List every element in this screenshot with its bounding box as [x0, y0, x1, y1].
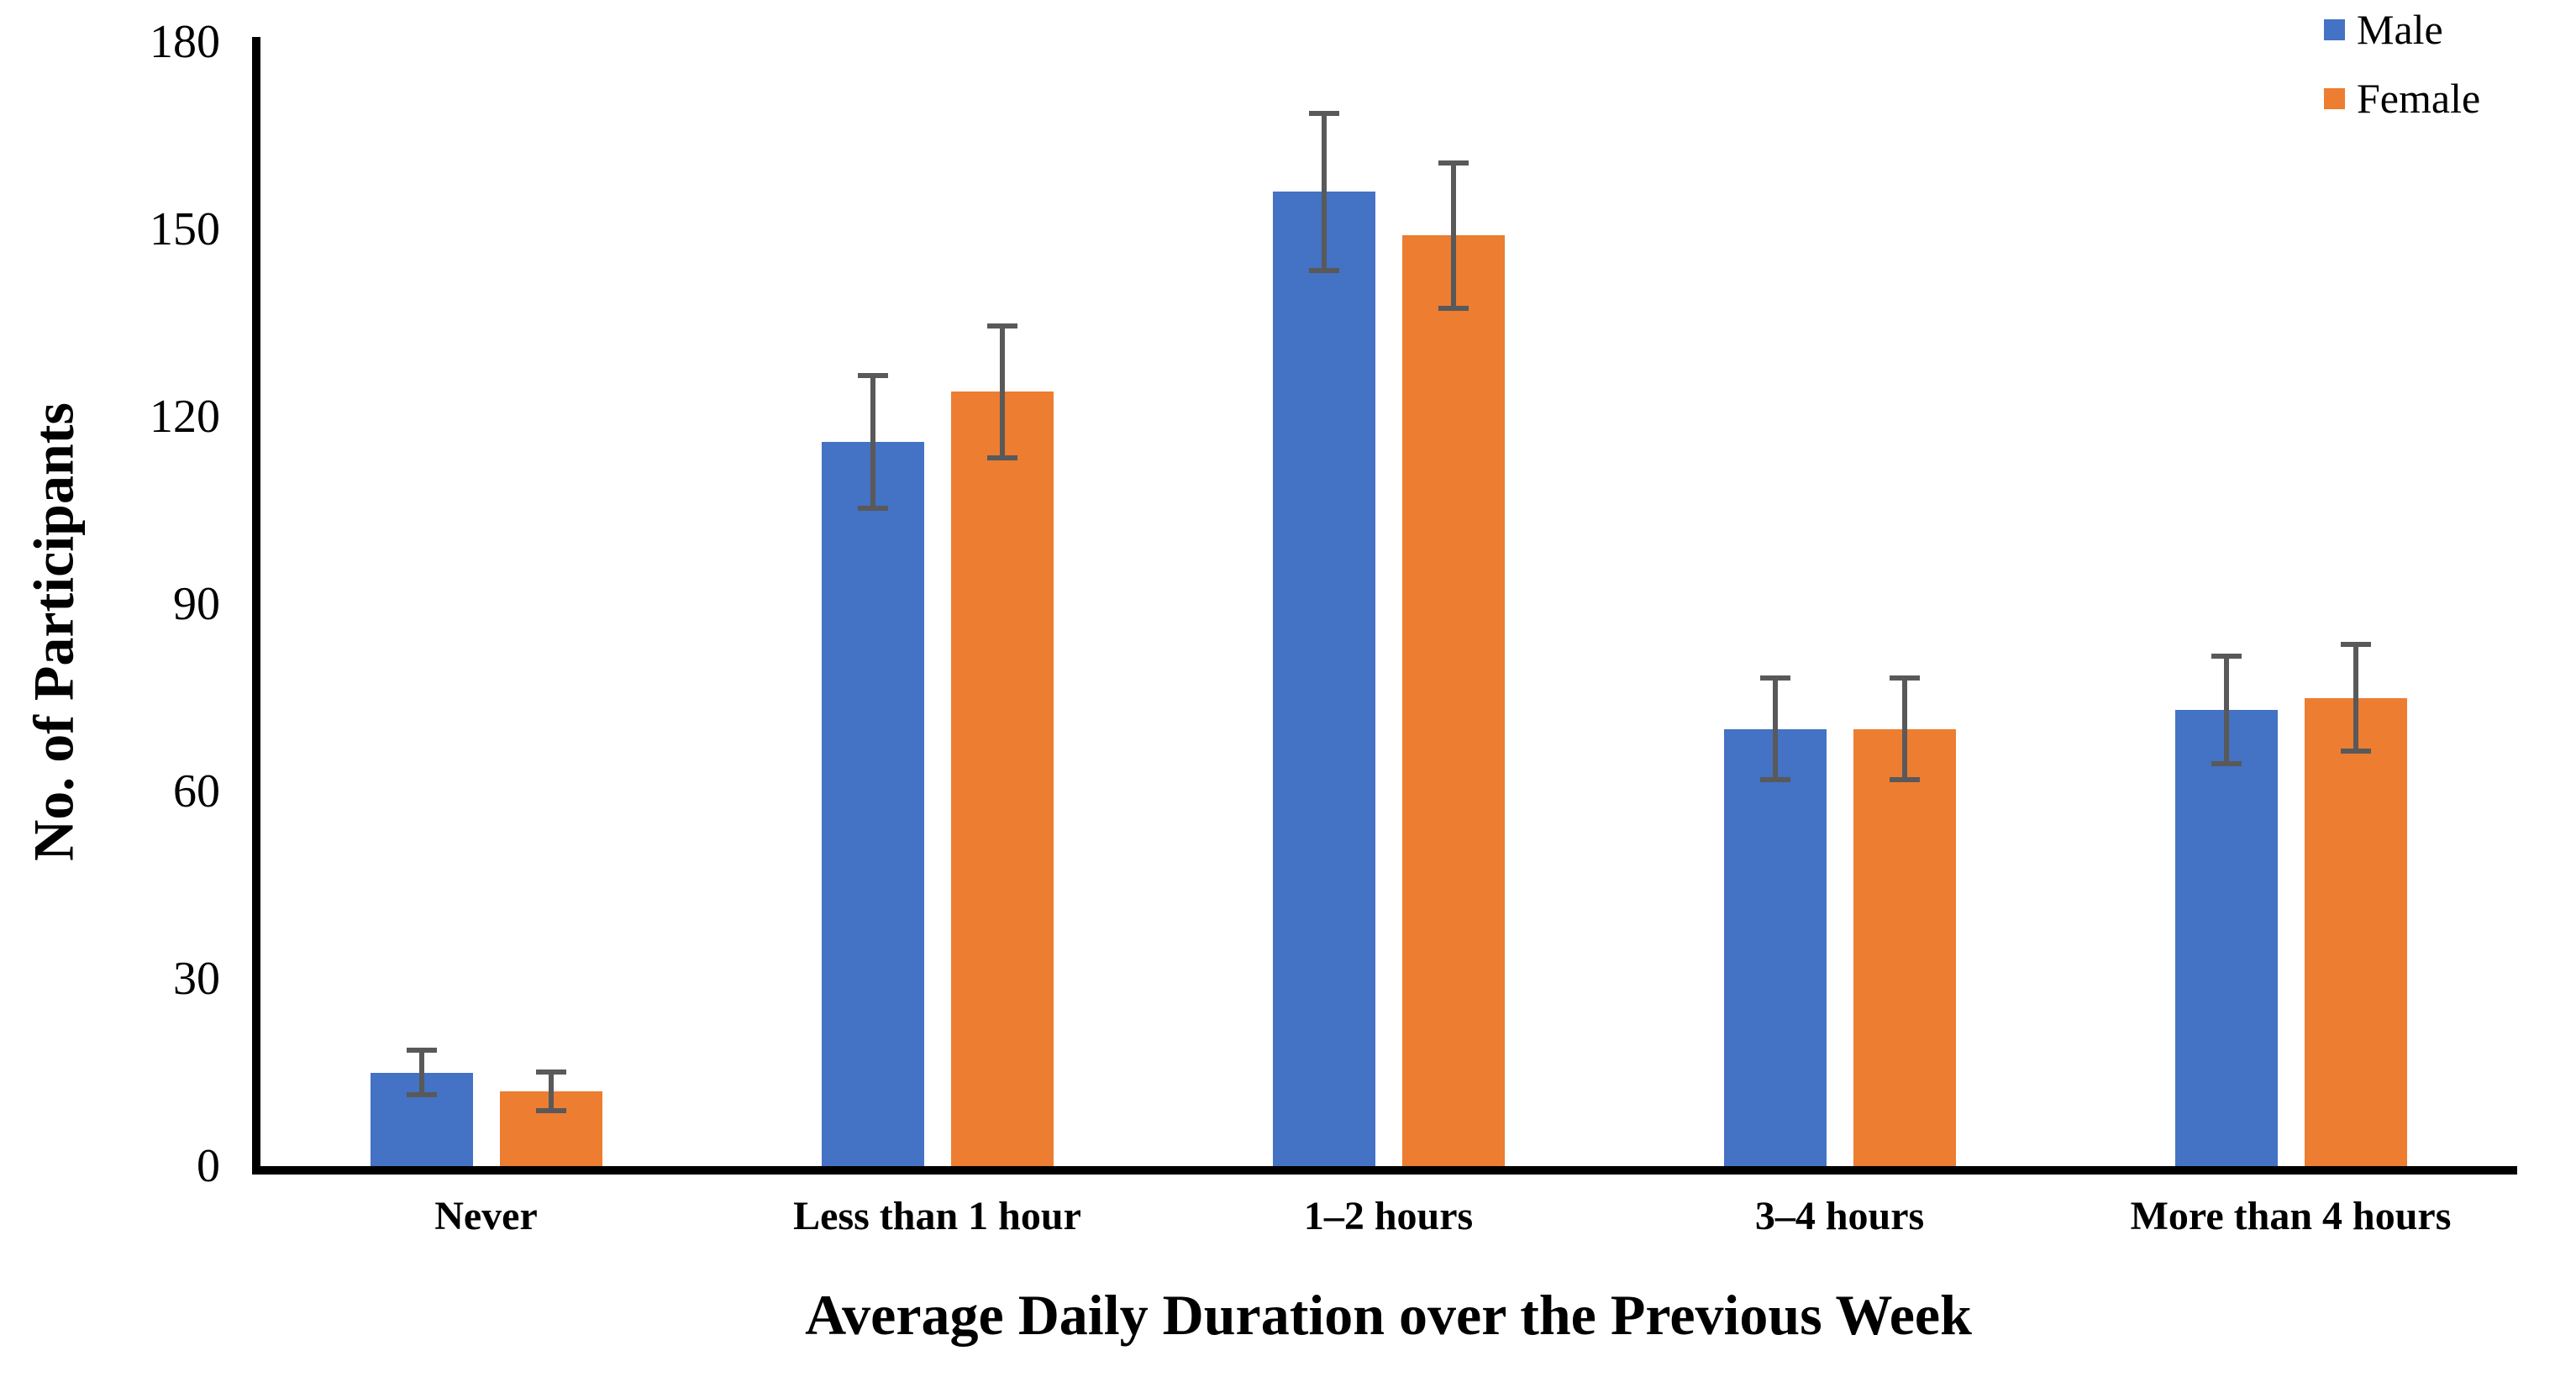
- error-bar-cap-top: [1889, 675, 1920, 681]
- error-bar-cap-top: [1438, 160, 1469, 166]
- error-bar-cap-top: [857, 372, 888, 378]
- error-bar-cap-bottom: [857, 505, 888, 511]
- bar-female-less-than-1-hour: [950, 392, 1054, 1166]
- bar-male-less-than-1-hour: [821, 441, 924, 1166]
- bar-male-1-2-hours: [1272, 192, 1375, 1166]
- bar-female-3-4-hours: [1853, 728, 1956, 1166]
- y-tick-label-180: 180: [150, 16, 220, 68]
- error-bar-cap-bottom: [2340, 749, 2371, 754]
- y-tick-label-120: 120: [150, 391, 220, 443]
- error-bar-line: [1772, 675, 1778, 782]
- error-bar-line: [2223, 654, 2229, 767]
- error-bar-line: [418, 1047, 424, 1098]
- error-bar-line: [548, 1069, 554, 1113]
- error-bar-line: [1901, 675, 1907, 782]
- legend-swatch-female: [2324, 87, 2345, 109]
- y-tick-label-0: 0: [197, 1140, 220, 1192]
- error-bar-cap-bottom: [406, 1092, 437, 1098]
- y-tick-label-150: 150: [150, 203, 220, 255]
- legend-swatch-male: [2324, 18, 2345, 40]
- bar-male-3-4-hours: [1723, 728, 1827, 1166]
- error-bar-cap-bottom: [2211, 761, 2242, 767]
- x-axis-title: Average Daily Duration over the Previous…: [805, 1283, 1972, 1347]
- y-tick-label-30: 30: [173, 953, 220, 1005]
- error-bar-cap-bottom: [1438, 305, 1469, 311]
- error-bar-cap-top: [2340, 641, 2371, 647]
- error-bar-cap-bottom: [1889, 776, 1920, 782]
- error-bar-line: [999, 323, 1005, 461]
- y-axis-line: [252, 37, 260, 1175]
- bar-female-more-than-4-hours: [2304, 697, 2407, 1166]
- error-bar-cap-top: [986, 323, 1017, 328]
- legend-label: Male: [2357, 6, 2443, 53]
- x-category-label-never: Never: [434, 1194, 538, 1238]
- x-category-label-more-than-4-hours: More than 4 hours: [2130, 1194, 2452, 1238]
- error-bar-cap-top: [535, 1069, 566, 1075]
- legend-item-female: Female: [2324, 74, 2480, 123]
- bar-female-1-2-hours: [1401, 235, 1505, 1166]
- bar-male-more-than-4-hours: [2174, 710, 2278, 1166]
- error-bar-cap-top: [1308, 110, 1339, 116]
- error-bar-cap-top: [1759, 675, 1790, 681]
- error-bar-line: [870, 372, 875, 511]
- error-bar-cap-top: [406, 1047, 437, 1053]
- x-axis-line: [252, 1166, 2517, 1175]
- y-tick-label-60: 60: [173, 765, 220, 817]
- error-bar-cap-bottom: [1308, 268, 1339, 274]
- error-bar-line: [2353, 641, 2358, 754]
- error-bar-cap-top: [2211, 654, 2242, 660]
- chart-legend: Male Female: [2324, 5, 2480, 143]
- error-bar-line: [1450, 160, 1456, 311]
- legend-label: Female: [2357, 75, 2481, 122]
- x-category-label-3-4-hours: 3–4 hours: [1754, 1194, 1925, 1238]
- x-category-label-1-2-hours: 1–2 hours: [1303, 1194, 1474, 1238]
- error-bar-line: [1321, 110, 1327, 274]
- y-tick-label-90: 90: [173, 578, 220, 630]
- legend-item-male: Male: [2324, 5, 2480, 54]
- error-bar-cap-bottom: [986, 455, 1017, 461]
- error-bar-cap-bottom: [535, 1107, 566, 1113]
- error-bar-cap-bottom: [1759, 776, 1790, 782]
- x-category-label-less-than-1-hour: Less than 1 hour: [793, 1194, 1081, 1238]
